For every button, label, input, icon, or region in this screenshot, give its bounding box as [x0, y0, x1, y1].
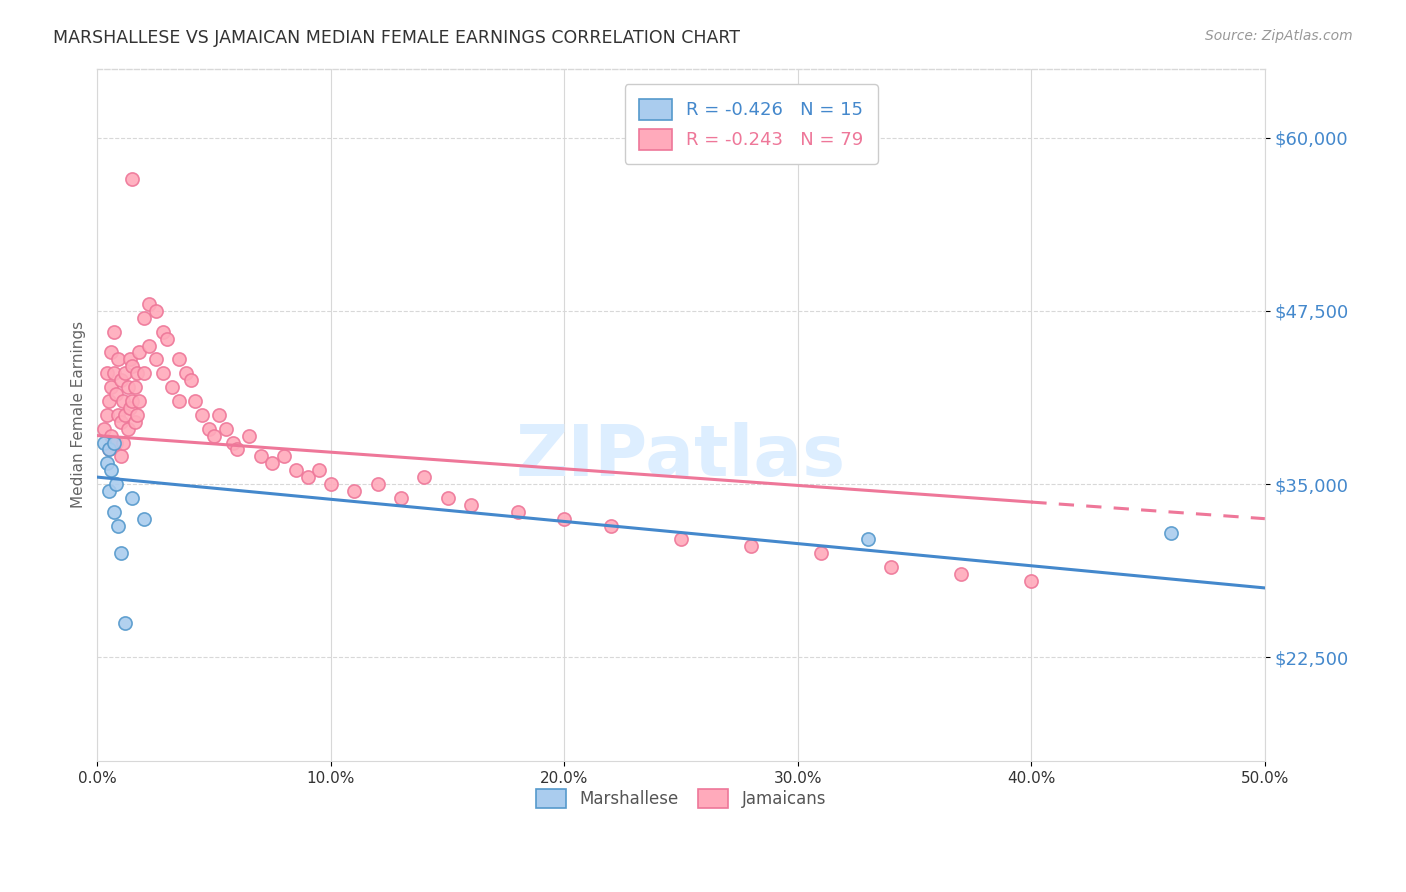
Point [128, 393, 150, 408]
Point [110, 373, 132, 387]
Point [121, 172, 143, 186]
Point [600, 518, 623, 533]
Point [202, 428, 225, 442]
Point [152, 366, 174, 380]
Text: MARSHALLESE VS JAMAICAN MEDIAN FEMALE EARNINGS CORRELATION CHART: MARSHALLESE VS JAMAICAN MEDIAN FEMALE EA… [53, 29, 741, 46]
Point [110, 546, 132, 560]
Point [117, 422, 139, 436]
Point [1021, 574, 1043, 588]
Point [105, 477, 128, 491]
Point [110, 415, 132, 429]
Point [238, 428, 260, 442]
Point [343, 483, 366, 498]
Point [156, 332, 179, 346]
Point [98, 483, 121, 498]
Point [145, 304, 167, 318]
Legend: Marshallese, Jamaicans: Marshallese, Jamaicans [529, 782, 832, 815]
Point [308, 463, 330, 477]
Point [132, 310, 155, 325]
Point [93, 435, 115, 450]
Point [460, 498, 482, 512]
Point [114, 366, 136, 380]
Point [132, 511, 155, 525]
Point [100, 463, 122, 477]
Point [96, 456, 118, 470]
Point [100, 428, 122, 442]
Text: ZIPatlas: ZIPatlas [516, 422, 846, 491]
Text: Source: ZipAtlas.com: Source: ZipAtlas.com [1205, 29, 1353, 43]
Point [152, 325, 174, 339]
Point [128, 345, 150, 359]
Point [107, 408, 129, 422]
Point [436, 491, 458, 505]
Point [160, 380, 183, 394]
Point [167, 393, 190, 408]
Point [110, 450, 132, 464]
Point [121, 359, 143, 374]
Point [226, 442, 249, 457]
Point [105, 435, 128, 450]
Point [100, 380, 122, 394]
Y-axis label: Median Female Earnings: Median Female Earnings [72, 321, 86, 508]
Point [284, 463, 307, 477]
Point [132, 366, 155, 380]
Point [880, 560, 903, 574]
Point [117, 380, 139, 394]
Point [297, 470, 319, 484]
Point [103, 325, 125, 339]
Point [553, 511, 575, 525]
Point [208, 408, 231, 422]
Point [98, 442, 121, 457]
Point [222, 435, 245, 450]
Point [191, 408, 214, 422]
Point [112, 435, 135, 450]
Point [180, 373, 202, 387]
Point [184, 393, 207, 408]
Point [107, 518, 129, 533]
Point [121, 393, 143, 408]
Point [215, 422, 238, 436]
Point [107, 352, 129, 367]
Point [124, 380, 146, 394]
Point [856, 533, 879, 547]
Point [198, 422, 221, 436]
Point [669, 533, 692, 547]
Point [740, 540, 762, 554]
Point [506, 505, 529, 519]
Point [124, 415, 146, 429]
Point [174, 366, 197, 380]
Point [262, 456, 284, 470]
Point [810, 546, 832, 560]
Point [96, 408, 118, 422]
Point [121, 491, 143, 505]
Point [950, 567, 973, 582]
Point [103, 366, 125, 380]
Point [273, 450, 295, 464]
Point [118, 352, 141, 367]
Point [413, 470, 436, 484]
Point [138, 297, 160, 311]
Point [145, 352, 167, 367]
Point [167, 352, 190, 367]
Point [103, 435, 125, 450]
Point [118, 401, 141, 415]
Point [98, 442, 121, 457]
Point [100, 345, 122, 359]
Point [389, 491, 412, 505]
Point [96, 366, 118, 380]
Point [125, 366, 148, 380]
Point [114, 615, 136, 630]
Point [112, 393, 135, 408]
Point [114, 408, 136, 422]
Point [125, 408, 148, 422]
Point [319, 477, 342, 491]
Point [105, 387, 128, 401]
Point [138, 338, 160, 352]
Point [1160, 525, 1182, 540]
Point [249, 450, 271, 464]
Point [93, 422, 115, 436]
Point [98, 393, 121, 408]
Point [103, 505, 125, 519]
Point [367, 477, 389, 491]
